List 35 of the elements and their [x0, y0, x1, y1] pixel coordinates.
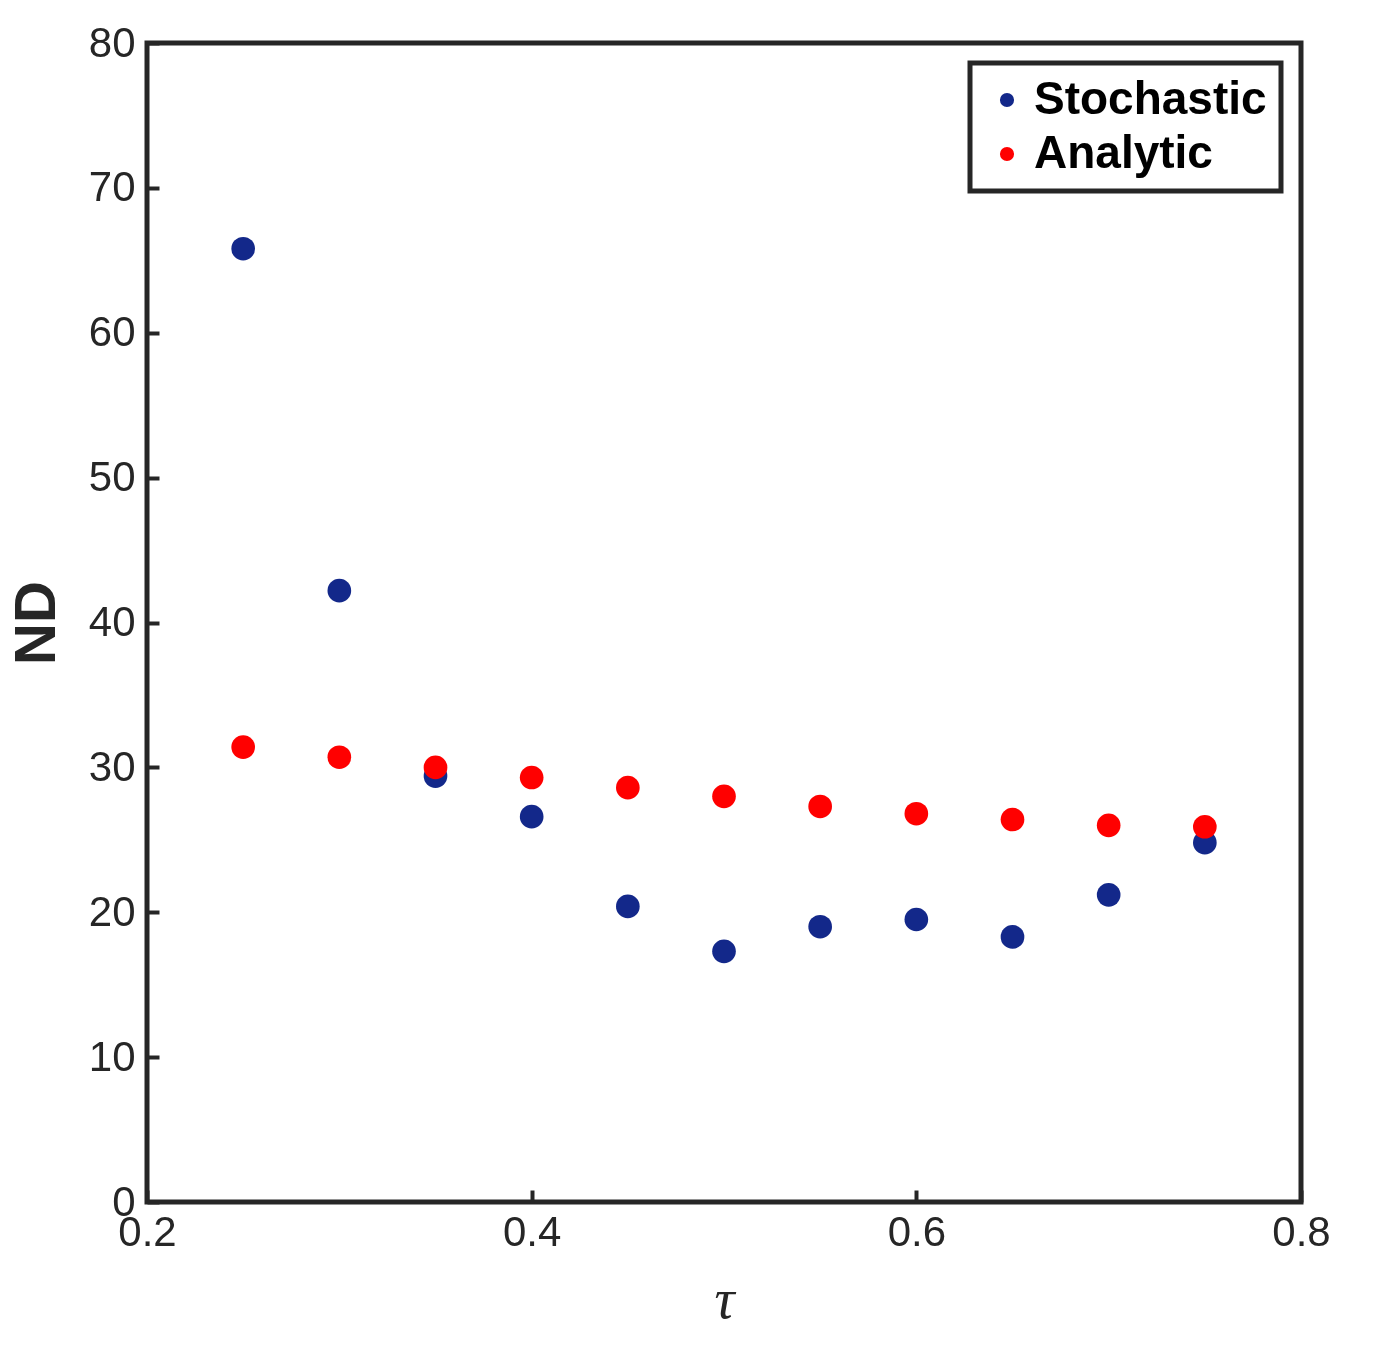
y-tick-label: 10 [88, 1032, 136, 1080]
y-tick-label: 70 [88, 163, 136, 211]
point [808, 914, 832, 939]
point [712, 784, 736, 809]
legend-label: Stochastic [1034, 72, 1267, 124]
point [1193, 814, 1217, 839]
point [712, 939, 736, 964]
point [904, 907, 929, 932]
x-axis-title: τ [714, 1267, 737, 1330]
point [327, 745, 352, 770]
x-tick-label: 0.4 [502, 1207, 562, 1255]
point [616, 775, 640, 800]
point [1000, 925, 1025, 949]
point [904, 801, 929, 826]
point [231, 236, 255, 261]
y-tick-label: 20 [88, 887, 136, 935]
y-tick-label: 60 [88, 308, 136, 356]
point [519, 765, 544, 790]
y-axis-title: ND [1, 581, 67, 665]
point [423, 755, 448, 780]
point [231, 735, 255, 759]
y-tick-label: 50 [88, 453, 136, 501]
point [327, 578, 352, 603]
point [1096, 883, 1121, 907]
x-tick-label: 0.6 [887, 1207, 947, 1255]
point [808, 794, 832, 819]
y-tick-label: 40 [88, 598, 136, 645]
point [1000, 807, 1025, 832]
point [519, 804, 544, 829]
point [616, 894, 640, 919]
legend-label: Analytic [1034, 126, 1213, 178]
x-tick-label: 0.8 [1272, 1207, 1331, 1255]
point [1096, 813, 1121, 838]
y-tick-label: 80 [88, 18, 136, 66]
y-tick-label: 30 [88, 742, 136, 790]
